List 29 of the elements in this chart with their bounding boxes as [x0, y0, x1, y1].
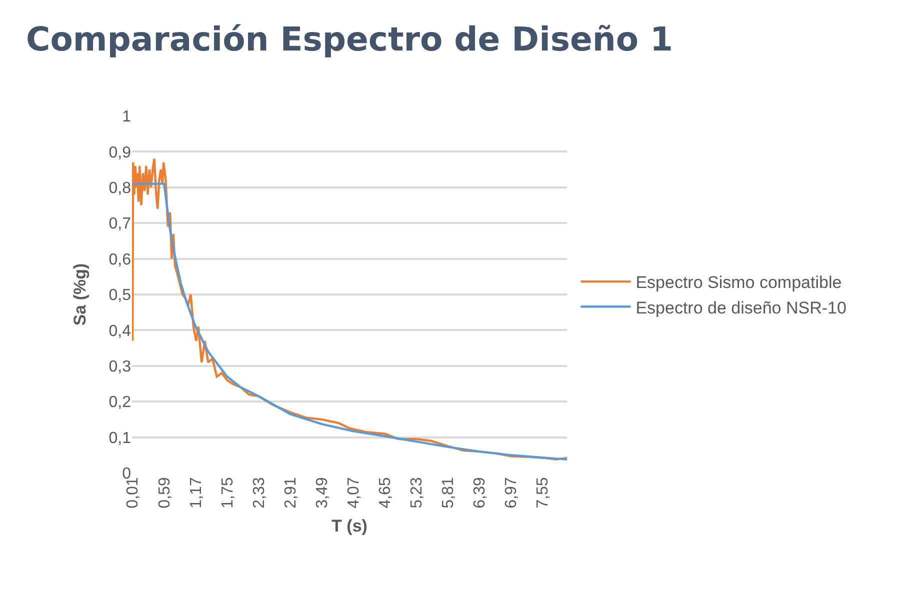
y-tick-label: 0,5	[108, 287, 132, 304]
x-tick-label: 2,91	[282, 477, 300, 508]
x-tick-label: 0,59	[156, 477, 174, 508]
y-tick-label: 0,8	[108, 180, 132, 197]
y-tick-label: 0,2	[108, 394, 132, 412]
x-tick-label: 6,39	[472, 477, 489, 508]
y-tick-label: 0,4	[108, 322, 132, 340]
x-tick-label: 4,07	[346, 477, 363, 508]
legend-label: Espectro Sismo compatible	[636, 273, 842, 292]
chart-title: Comparación Espectro de Diseño 1	[26, 19, 674, 58]
x-tick-label: 6,97	[503, 477, 520, 508]
x-tick-label: 1,75	[219, 477, 236, 508]
x-tick-label: 1,17	[188, 477, 205, 508]
y-tick-label: 0,1	[108, 430, 132, 447]
y-tick-label: 0,9	[108, 144, 132, 162]
x-tick-label: 5,81	[440, 477, 458, 508]
y-tick-label: 0,3	[108, 358, 132, 376]
x-axis-title: T (s)	[332, 516, 368, 536]
x-tick-label: 0,01	[124, 477, 142, 508]
x-tick-label: 3,49	[314, 477, 331, 508]
y-tick-label: 0,6	[108, 251, 132, 268]
legend-label: Espectro de diseño NSR-10	[636, 298, 846, 318]
x-tick-label: 2,33	[250, 477, 268, 508]
y-axis-title: Sa (%g)	[70, 263, 90, 326]
y-tick-label: 0,7	[108, 216, 132, 233]
x-tick-label: 4,65	[377, 477, 394, 508]
y-tick-label: 1	[122, 108, 132, 126]
x-tick-label: 5,23	[408, 477, 426, 508]
x-tick-label: 7,55	[534, 477, 552, 508]
